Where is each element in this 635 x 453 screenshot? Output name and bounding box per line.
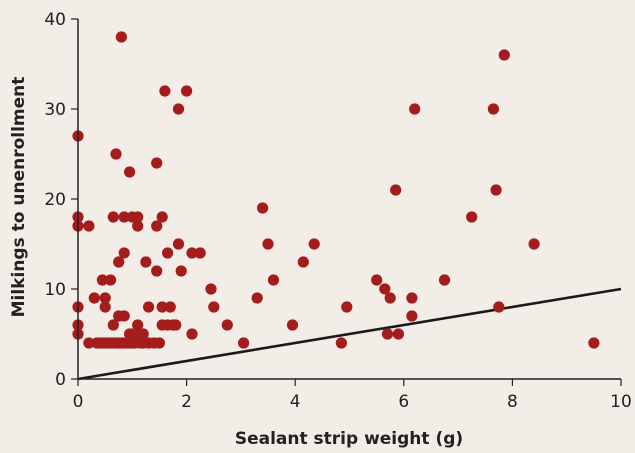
data-point (297, 256, 309, 268)
data-point (83, 220, 95, 232)
data-point (406, 292, 418, 304)
data-point (88, 292, 100, 304)
data-point (409, 103, 421, 115)
y-tick-label: 0 (55, 370, 66, 390)
data-point (341, 301, 353, 313)
y-tick-label: 20 (44, 190, 66, 210)
x-tick-label: 8 (507, 392, 518, 412)
x-tick-label: 6 (398, 392, 409, 412)
data-point (164, 301, 176, 313)
data-point (493, 301, 505, 313)
data-point (156, 301, 168, 313)
data-point (181, 85, 193, 97)
y-tick-label: 30 (44, 100, 66, 120)
data-point (267, 274, 280, 286)
data-point (118, 211, 130, 223)
data-point (132, 220, 144, 232)
data-point (221, 319, 233, 331)
data-points (72, 31, 600, 349)
data-point (151, 157, 163, 169)
data-point (335, 337, 347, 349)
data-point (308, 238, 320, 250)
data-point (286, 319, 299, 331)
reference-line (77, 287, 622, 381)
data-point (107, 211, 119, 223)
data-point (132, 211, 144, 223)
data-point (162, 247, 174, 259)
x-axis-title: Sealant strip weight (g) (235, 429, 463, 449)
x-tick-label: 2 (181, 392, 192, 412)
data-point (390, 184, 402, 196)
data-point (105, 274, 117, 286)
axes (71, 18, 622, 386)
y-axis-title: Milkings to unenrollment (9, 77, 29, 318)
data-point (205, 283, 217, 295)
data-point (186, 328, 198, 340)
data-point (153, 337, 165, 349)
data-point (172, 103, 185, 115)
data-point (194, 247, 206, 259)
x-tick-label: 4 (290, 392, 301, 412)
data-point (170, 319, 182, 331)
data-point (137, 328, 149, 340)
data-point (186, 247, 198, 259)
data-point (132, 319, 144, 331)
data-point (208, 301, 220, 313)
data-point (238, 337, 250, 349)
data-point (379, 283, 391, 295)
data-point (83, 337, 95, 349)
data-point (262, 238, 274, 250)
data-point (498, 49, 510, 61)
data-point (99, 292, 111, 304)
data-point (175, 265, 187, 277)
data-point (156, 211, 168, 223)
data-point (151, 265, 163, 277)
data-point (528, 238, 540, 250)
data-point (438, 274, 451, 286)
data-point (371, 274, 383, 286)
data-point (588, 337, 600, 349)
x-tick-label: 0 (73, 392, 84, 412)
tick-labels: 0 2 4 6 8 10 0 10 20 30 40 (44, 10, 631, 412)
y-tick-label: 40 (44, 10, 66, 30)
data-point (107, 319, 119, 331)
data-point (381, 328, 394, 340)
data-point (487, 103, 499, 115)
data-point (143, 301, 155, 313)
reference-line-layer (77, 287, 622, 381)
data-point (140, 256, 152, 268)
data-point (96, 274, 108, 286)
data-point (392, 328, 404, 340)
x-tick-label: 10 (610, 392, 632, 412)
data-point (124, 166, 136, 178)
data-point (118, 310, 130, 322)
data-point (113, 256, 125, 268)
data-point (99, 301, 111, 313)
data-point (159, 85, 171, 97)
data-point (384, 292, 396, 304)
data-point (490, 184, 502, 196)
data-point (251, 292, 263, 304)
data-point (406, 310, 418, 322)
data-point (151, 220, 163, 232)
data-point (115, 31, 127, 43)
data-point (118, 247, 130, 259)
data-point (172, 238, 185, 250)
data-point (466, 211, 478, 223)
data-point (110, 148, 122, 160)
data-point (257, 202, 269, 214)
y-tick-label: 10 (44, 280, 66, 300)
